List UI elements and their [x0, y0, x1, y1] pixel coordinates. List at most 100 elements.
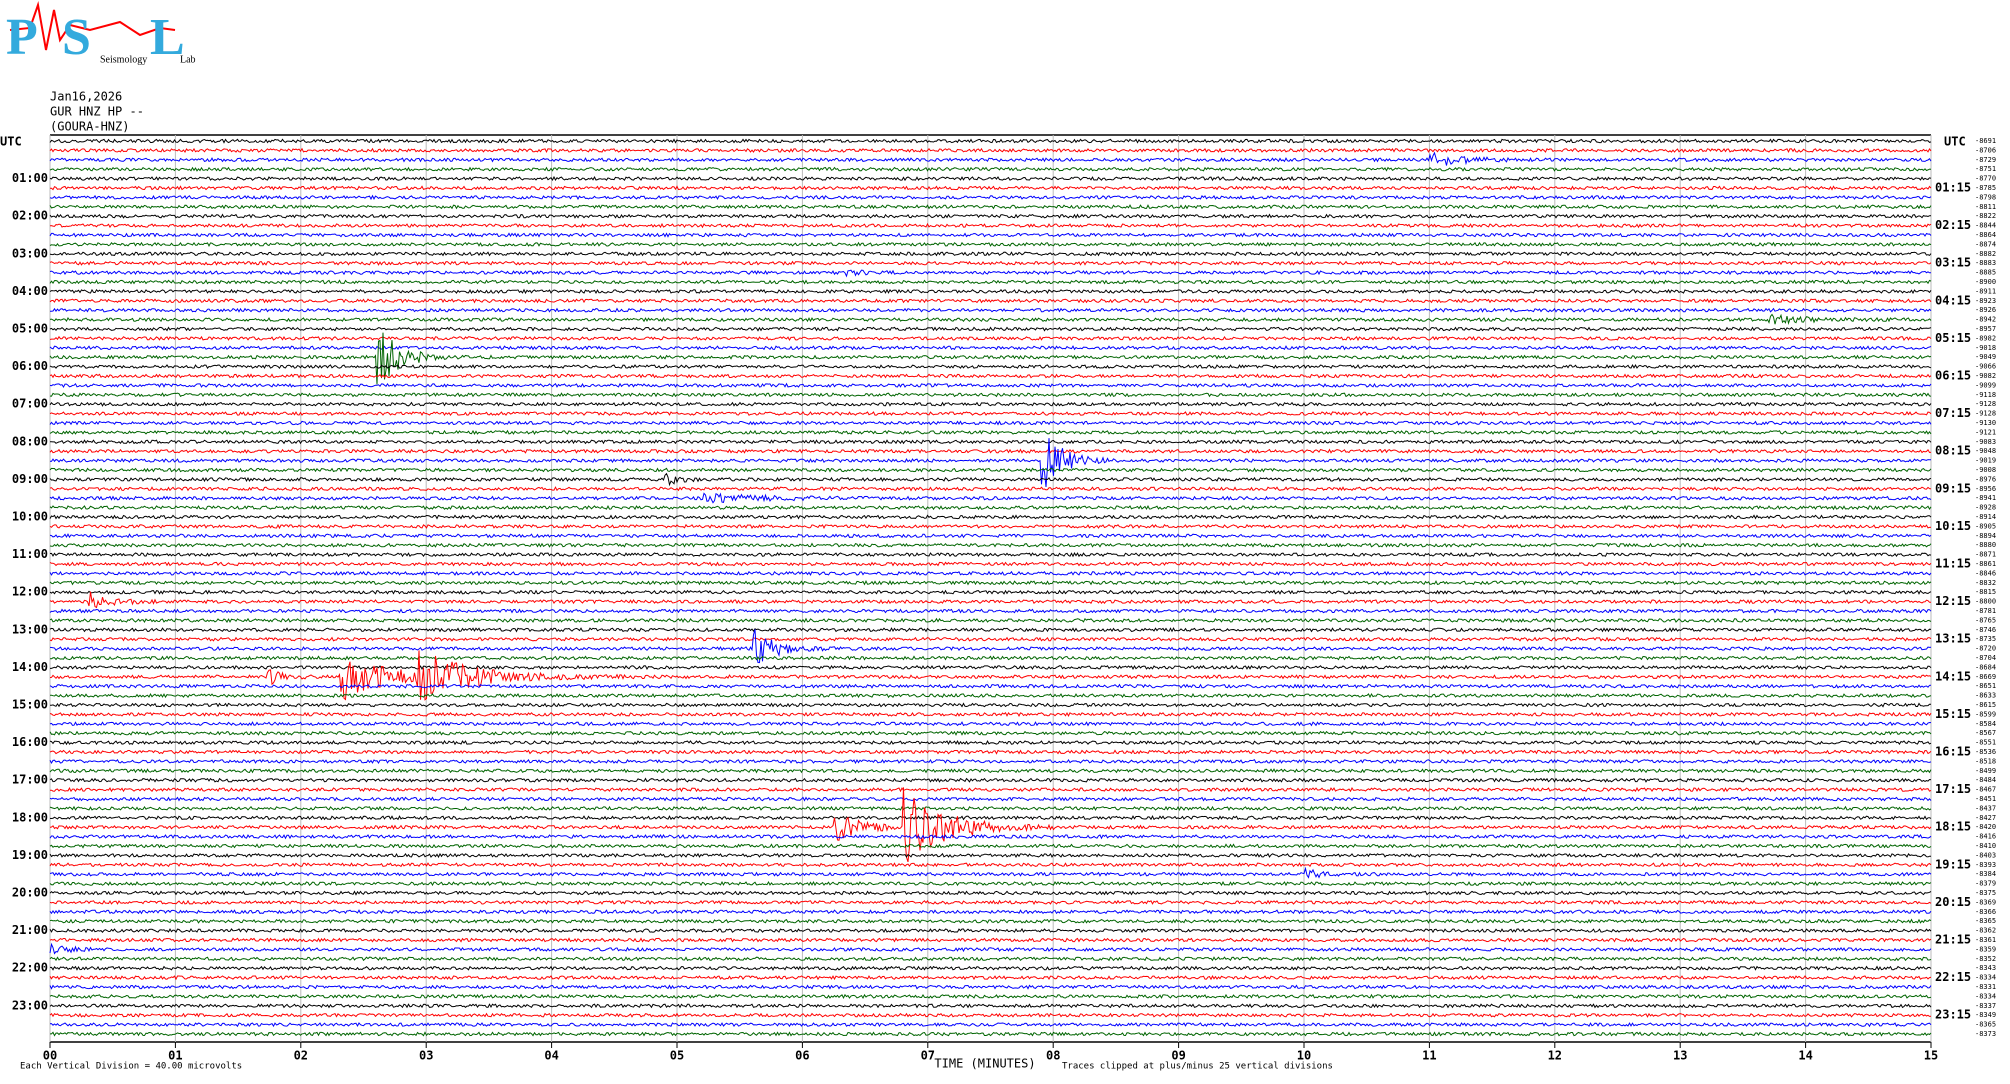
- logo-wave: [9, 1, 176, 51]
- trace: [49, 373, 1932, 379]
- trace: [49, 570, 1932, 577]
- trace: [49, 692, 1932, 699]
- trace-offset: -8599: [1975, 710, 1996, 718]
- trace-offset: -8941: [1975, 494, 1996, 502]
- trace-offset: -9082: [1975, 372, 1996, 380]
- right-hour-label: 18:15: [1935, 820, 1971, 834]
- right-hour-label: 02:15: [1935, 218, 1971, 232]
- trace: [49, 636, 1932, 642]
- trace: [49, 504, 1932, 511]
- trace: [49, 805, 1932, 812]
- trace-offset: -8957: [1975, 325, 1996, 333]
- x-tick-label: 00: [43, 1049, 57, 1063]
- trace: [49, 411, 1932, 417]
- trace-offset: -8359: [1975, 945, 1996, 953]
- left-hour-label: 09:00: [12, 472, 48, 486]
- trace: [49, 147, 1932, 154]
- left-hour-label: 17:00: [12, 773, 48, 787]
- trace-offset: -8384: [1975, 870, 1996, 878]
- trace-offset: -8822: [1975, 212, 1996, 220]
- trace: [49, 589, 1932, 595]
- logo-letter: S: [62, 9, 91, 66]
- left-hour-label: 21:00: [12, 923, 48, 937]
- left-hour-label: 18:00: [12, 810, 48, 824]
- trace-offset: -8942: [1975, 316, 1996, 324]
- trace-offset: -8905: [1975, 522, 1996, 530]
- trace-offset: -9048: [1975, 447, 1996, 455]
- trace: [49, 608, 1932, 614]
- x-tick-label: 11: [1422, 1049, 1436, 1063]
- right-hour-label: 23:15: [1935, 1008, 1971, 1022]
- trace: [49, 758, 1932, 765]
- trace: [49, 439, 1932, 445]
- trace-offset: -8976: [1975, 475, 1996, 483]
- right-hour-label: 13:15: [1935, 632, 1971, 646]
- trace: [49, 655, 1932, 661]
- header-station: GUR HNZ HP --: [50, 105, 144, 119]
- trace-offset: -8416: [1975, 833, 1996, 841]
- x-tick-label: 04: [544, 1049, 558, 1063]
- trace: [49, 993, 1932, 1000]
- trace-offset: -8337: [1975, 1002, 1996, 1010]
- trace-offset: -8365: [1975, 1021, 1996, 1029]
- trace-offset: -8369: [1975, 898, 1996, 906]
- trace-offset: -8911: [1975, 287, 1996, 295]
- trace: [49, 175, 1932, 182]
- left-hour-label: 05:00: [12, 322, 48, 336]
- trace-offset: -8926: [1975, 306, 1996, 314]
- trace: [49, 279, 1932, 285]
- right-hour-label: 19:15: [1935, 857, 1971, 871]
- right-hour-label: 17:15: [1935, 782, 1971, 796]
- footer-scale: Each Vertical Division = 40.00 microvolt…: [20, 1062, 242, 1072]
- right-hour-label: 14:15: [1935, 669, 1971, 683]
- right-hour-label: 08:15: [1935, 444, 1971, 458]
- left-hour-label: 10:00: [12, 510, 48, 524]
- trace: [49, 533, 1932, 539]
- footer-note: Traces clipped at plus/minus 25 vertical…: [1062, 1062, 1333, 1072]
- trace-offset: -8770: [1975, 175, 1996, 183]
- trace-offset: -8551: [1975, 739, 1996, 747]
- logo: P S L Seismology Lab: [6, 1, 196, 66]
- trace-offset: -8451: [1975, 795, 1996, 803]
- trace-offset: -8956: [1975, 485, 1996, 493]
- trace-offset: -8811: [1975, 203, 1996, 211]
- trace: [49, 1022, 1932, 1028]
- trace: [49, 862, 1932, 868]
- trace: [49, 796, 1932, 802]
- right-hour-label: 15:15: [1935, 707, 1971, 721]
- trace: [49, 918, 1932, 924]
- trace: [49, 251, 1932, 257]
- right-hour-label: 04:15: [1935, 293, 1971, 307]
- trace-offset: -9099: [1975, 381, 1996, 389]
- trace: [49, 617, 1932, 624]
- right-hour-label: 22:15: [1935, 970, 1971, 984]
- trace: [49, 942, 1932, 955]
- trace-offset: -8373: [1975, 1030, 1996, 1038]
- trace-offset: -8928: [1975, 504, 1996, 512]
- trace: [49, 551, 1932, 558]
- trace: [49, 984, 1932, 990]
- trace-offset: -8420: [1975, 823, 1996, 831]
- trace: [49, 815, 1932, 821]
- trace: [49, 833, 1932, 840]
- trace-offset: -8914: [1975, 513, 1996, 521]
- trace: [49, 222, 1932, 229]
- trace: [49, 786, 1932, 793]
- trace: [49, 166, 1932, 172]
- trace-offset: -8800: [1975, 598, 1996, 606]
- trace: [49, 492, 1932, 504]
- trace: [49, 138, 1932, 144]
- right-axis-title: UTC: [1944, 135, 1966, 149]
- logo-letter: P: [6, 9, 38, 66]
- left-hour-label: 15:00: [12, 698, 48, 712]
- trace: [49, 627, 1932, 633]
- trace-offset: -9018: [1975, 344, 1996, 352]
- trace: [49, 740, 1932, 746]
- trace-offset: -8846: [1975, 569, 1996, 577]
- x-tick-label: 06: [795, 1049, 809, 1063]
- left-hour-label: 04:00: [12, 284, 48, 298]
- trace-offset: -8815: [1975, 588, 1996, 596]
- trace: [49, 730, 1932, 736]
- trace: [49, 313, 1932, 326]
